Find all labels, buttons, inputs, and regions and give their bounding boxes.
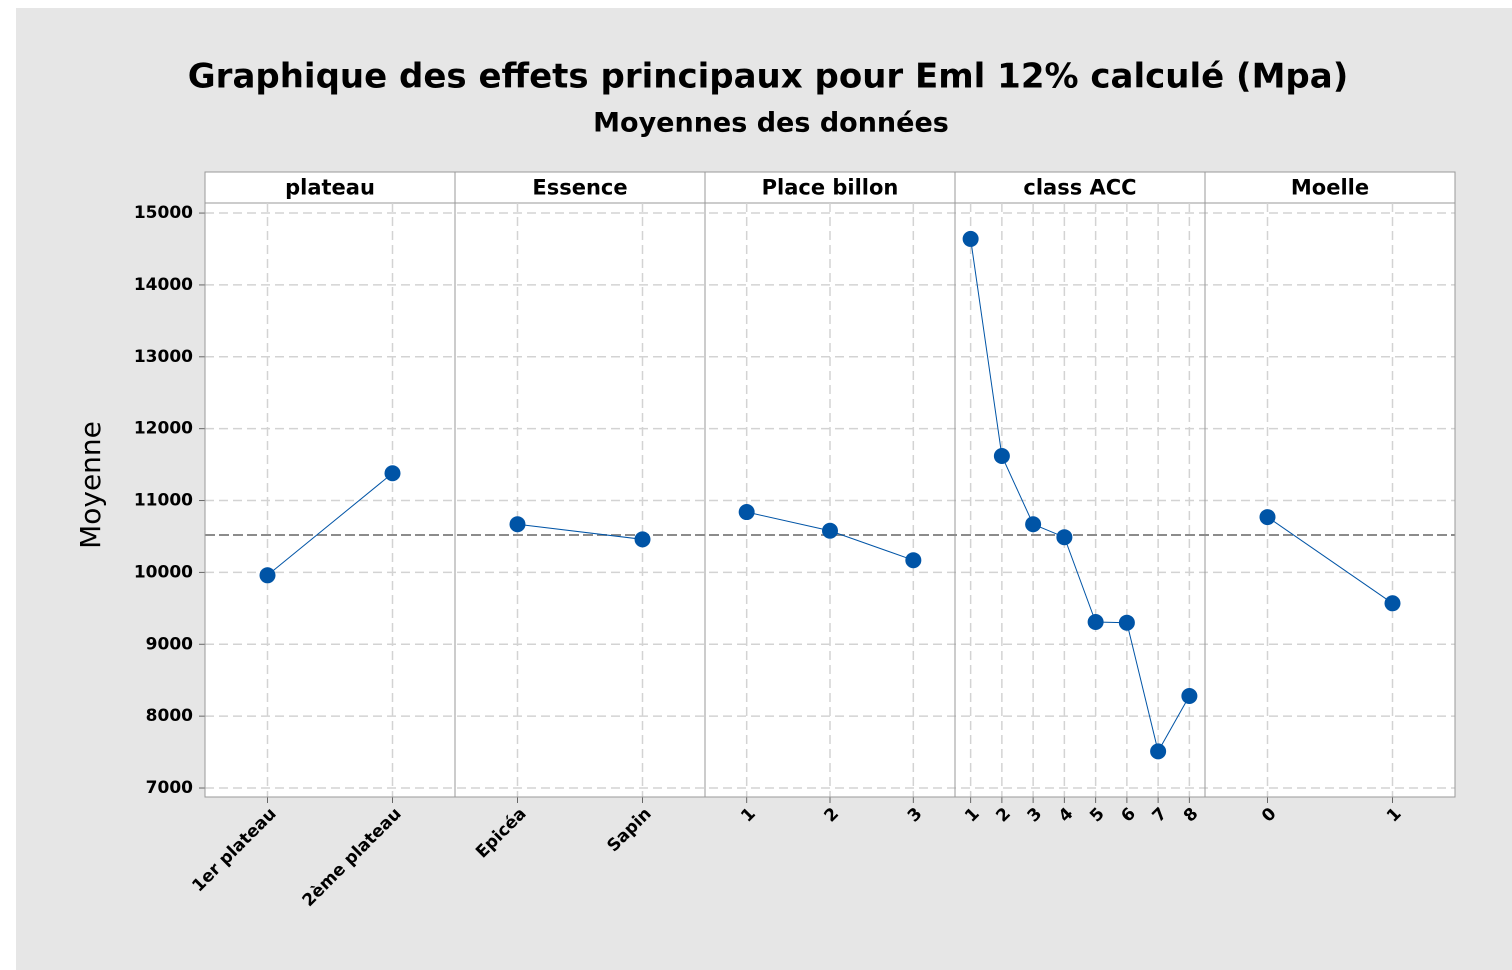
y-tick-label: 15000: [134, 203, 193, 223]
panel-title: Essence: [532, 176, 627, 200]
y-tick-label: 7000: [146, 778, 193, 798]
point: [1025, 516, 1042, 533]
chart-subtitle: Moyennes des données: [593, 108, 949, 139]
chart-title: Graphique des effets principaux pour Eml…: [188, 57, 1348, 97]
y-tick-label: 9000: [146, 634, 193, 654]
point: [738, 504, 755, 521]
effect-line: [970, 238, 1190, 753]
panel-header: [454, 171, 706, 204]
point: [509, 516, 526, 533]
panel-title: Moelle: [1291, 176, 1369, 200]
point: [822, 522, 838, 539]
y-tick-label: 14000: [134, 275, 193, 295]
effect-line: [517, 523, 643, 540]
point: [993, 447, 1010, 464]
panel-header: [704, 171, 956, 204]
effect-line: [1267, 516, 1393, 604]
y-tick-label: 12000: [134, 419, 193, 439]
point: [1118, 614, 1135, 631]
point: [1384, 595, 1401, 612]
y-axis-label: Moyenne: [74, 421, 107, 549]
point: [962, 230, 979, 247]
point: [1087, 613, 1104, 630]
point: [259, 567, 276, 584]
y-tick-label: 8000: [146, 706, 193, 726]
point: [905, 552, 922, 569]
panel-title: class ACC: [1023, 176, 1136, 200]
point: [1181, 688, 1198, 705]
y-tick-label: 10000: [134, 562, 193, 582]
effect-line: [267, 472, 393, 576]
point: [384, 465, 401, 482]
point: [1150, 743, 1167, 760]
y-tick-label: 11000: [134, 491, 193, 511]
plot-border: [204, 171, 1456, 798]
panel-title: Place billon: [762, 176, 899, 200]
panel-title: plateau: [285, 176, 375, 200]
point: [1056, 529, 1073, 546]
point: [1259, 509, 1276, 526]
point: [634, 531, 651, 548]
y-tick-label: 13000: [134, 347, 193, 367]
